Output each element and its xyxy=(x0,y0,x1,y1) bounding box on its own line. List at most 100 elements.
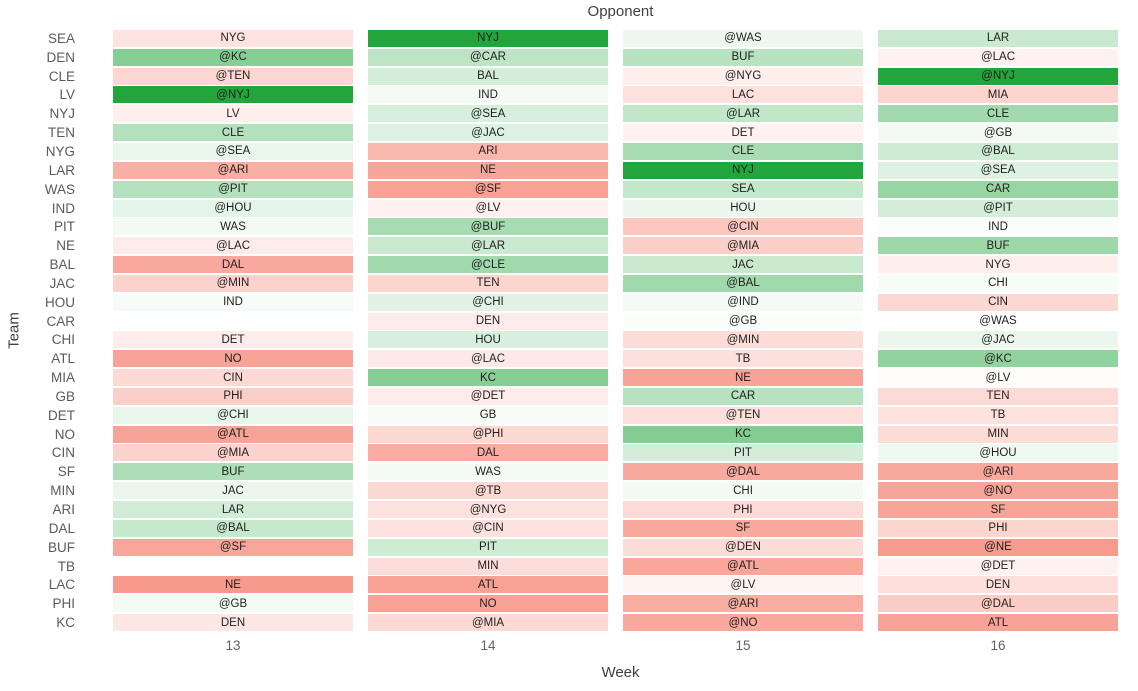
heatmap-cell: @BAL xyxy=(878,142,1118,160)
heatmap-row: LAC NE ATL @LV DEN xyxy=(0,575,1118,594)
heatmap-cell: @PIT xyxy=(113,180,353,198)
heatmap-cell: DEN xyxy=(113,614,353,632)
heatmap-cell: @NO xyxy=(623,614,863,632)
heatmap-cell: CIN xyxy=(113,369,353,387)
heatmap-cell: DEN xyxy=(368,312,608,330)
heatmap-cell: @CIN xyxy=(623,218,863,236)
heatmap-row: SEA NYG NYJ @WAS LAR xyxy=(0,29,1118,48)
heatmap-rows: SEA NYG NYJ @WAS LAR DEN @KC @CAR BUF @LAC CLE @TEN… xyxy=(0,29,1118,632)
heatmap-cell: @LAC xyxy=(368,350,608,368)
heatmap-cell: CLE xyxy=(623,142,863,160)
heatmap-cell: NO xyxy=(113,350,353,368)
heatmap-cell: @BAL xyxy=(623,274,863,292)
heatmap-cell: @MIN xyxy=(623,331,863,349)
team-label: LV xyxy=(59,87,75,103)
heatmap-row: SF BUF WAS @DAL @ARI xyxy=(0,462,1118,481)
heatmap-row: NE @LAC @LAR @MIA BUF xyxy=(0,236,1118,255)
heatmap-cell: @CIN xyxy=(368,519,608,537)
heatmap-cell: WAS xyxy=(368,463,608,481)
heatmap-cell: SEA xyxy=(623,180,863,198)
heatmap-cell: ATL xyxy=(368,576,608,594)
heatmap-cell: MIN xyxy=(368,557,608,575)
heatmap-cell: ATL xyxy=(878,614,1118,632)
heatmap-cell: GB xyxy=(368,406,608,424)
heatmap-cell: PHI xyxy=(878,519,1118,537)
heatmap-cell: CAR xyxy=(878,180,1118,198)
team-label: MIN xyxy=(50,483,75,499)
heatmap-cell: @LAC xyxy=(878,48,1118,66)
heatmap-cell: KC xyxy=(623,425,863,443)
heatmap-row: HOU IND @CHI @IND CIN xyxy=(0,293,1118,312)
heatmap-row: PHI @GB NO @ARI @DAL xyxy=(0,594,1118,613)
team-label: PIT xyxy=(53,219,75,235)
team-label: HOU xyxy=(45,294,75,310)
heatmap-cell: CLE xyxy=(113,124,353,142)
team-label: BUF xyxy=(48,539,75,555)
heatmap-cell: KC xyxy=(368,369,608,387)
heatmap-cell: HOU xyxy=(623,199,863,217)
heatmap-row: CHI DET HOU @MIN @JAC xyxy=(0,331,1118,350)
heatmap-cell: BUF xyxy=(113,463,353,481)
team-label: DET xyxy=(48,407,75,423)
heatmap-row: DAL @BAL @CIN SF PHI xyxy=(0,519,1118,538)
heatmap-cell: @LV xyxy=(878,369,1118,387)
heatmap-row: ARI LAR @NYG PHI SF xyxy=(0,500,1118,519)
heatmap-cell: NE xyxy=(623,369,863,387)
heatmap-row: LAR @ARI NE NYJ @SEA xyxy=(0,161,1118,180)
heatmap-row: CAR DEN @GB @WAS xyxy=(0,312,1118,331)
heatmap-row: PIT WAS @BUF @CIN IND xyxy=(0,217,1118,236)
heatmap-cell: @NYG xyxy=(368,501,608,519)
heatmap-cell: IND xyxy=(368,86,608,104)
team-label: NYG xyxy=(45,143,75,159)
heatmap-cell: @PHI xyxy=(368,425,608,443)
heatmap-row: NO @ATL @PHI KC MIN xyxy=(0,425,1118,444)
heatmap-cell: @SEA xyxy=(878,161,1118,179)
heatmap-cell: NYG xyxy=(113,29,353,47)
heatmap-cell: @NYG xyxy=(623,67,863,85)
team-label: TEN xyxy=(48,125,75,141)
heatmap-cell: IND xyxy=(878,218,1118,236)
heatmap-cell: NE xyxy=(113,576,353,594)
heatmap-cell: LAC xyxy=(623,86,863,104)
heatmap-cell: @TEN xyxy=(113,67,353,85)
heatmap-row: TEN CLE @JAC DET @GB xyxy=(0,123,1118,142)
heatmap-cell: @KC xyxy=(113,48,353,66)
team-label: JAC xyxy=(49,275,75,291)
heatmap-cell: TB xyxy=(623,350,863,368)
heatmap-cell: @IND xyxy=(623,293,863,311)
heatmap-cell: LV xyxy=(113,105,353,123)
heatmap-cell: SF xyxy=(623,519,863,537)
heatmap-cell: @SEA xyxy=(113,142,353,160)
heatmap-cell: @MIA xyxy=(368,614,608,632)
heatmap-cell: NO xyxy=(368,595,608,613)
team-label: DAL xyxy=(48,520,75,536)
heatmap-cell: DEN xyxy=(878,576,1118,594)
team-label: SEA xyxy=(47,30,75,46)
heatmap-cell: PHI xyxy=(623,501,863,519)
heatmap-cell: @CLE xyxy=(368,256,608,274)
heatmap-row: NYG @SEA ARI CLE @BAL xyxy=(0,142,1118,161)
heatmap-row: WAS @PIT @SF SEA CAR xyxy=(0,180,1118,199)
heatmap-cell: @GB xyxy=(623,312,863,330)
heatmap-cell: LAR xyxy=(113,501,353,519)
heatmap-cell: @LAR xyxy=(368,237,608,255)
week-tick: 15 xyxy=(735,638,751,653)
heatmap-cell: IND xyxy=(113,293,353,311)
heatmap-cell: @ATL xyxy=(113,425,353,443)
heatmap-cell: CHI xyxy=(623,482,863,500)
week-tick: 16 xyxy=(990,638,1006,653)
heatmap-cell: BUF xyxy=(878,237,1118,255)
week-tick: 14 xyxy=(480,638,496,653)
heatmap-cell: NYG xyxy=(878,256,1118,274)
heatmap-cell: @NYJ xyxy=(113,86,353,104)
heatmap-cell: @DEN xyxy=(623,538,863,556)
heatmap-cell: LAR xyxy=(878,29,1118,47)
heatmap-cell: @LAC xyxy=(113,237,353,255)
heatmap-cell: @SEA xyxy=(368,105,608,123)
heatmap-cell: @SF xyxy=(113,538,353,556)
heatmap-row: MIA CIN KC NE @LV xyxy=(0,368,1118,387)
heatmap-cell-bye xyxy=(113,558,353,575)
heatmap-cell: @TB xyxy=(368,482,608,500)
heatmap-cell: @CAR xyxy=(368,48,608,66)
team-label: LAC xyxy=(48,577,75,593)
